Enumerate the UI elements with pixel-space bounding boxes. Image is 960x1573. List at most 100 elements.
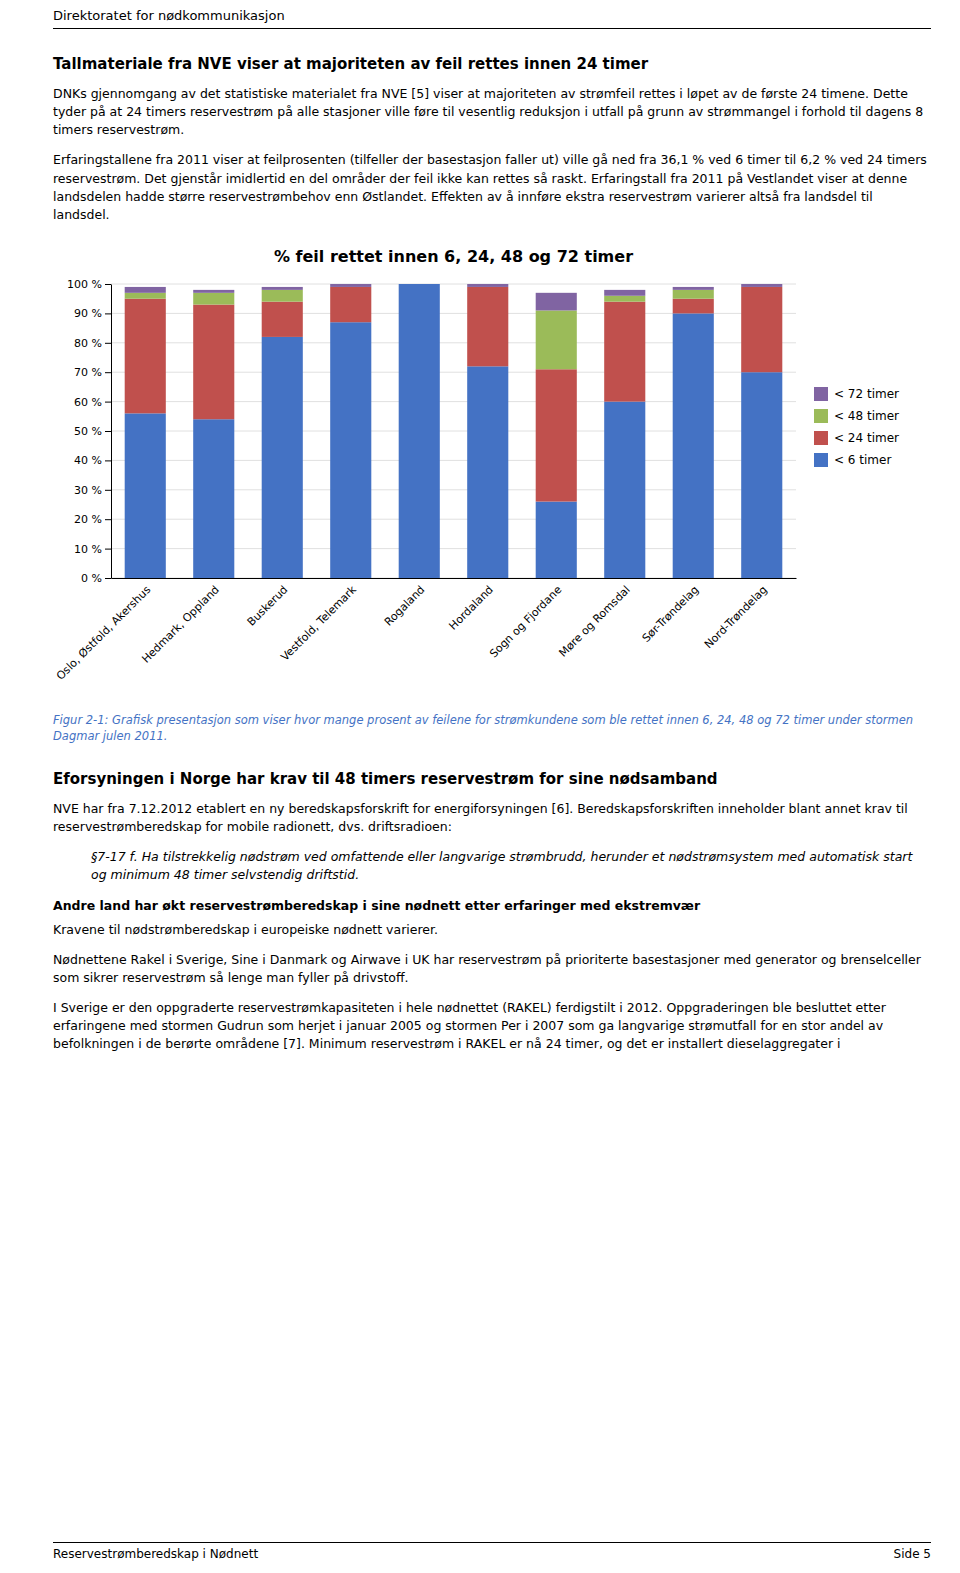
chart-title: % feil rettet innen 6, 24, 48 og 72 time… xyxy=(274,247,633,266)
y-tick-label: 90 % xyxy=(74,307,102,320)
body-paragraph: DNKs gjennomgang av det statistiske mate… xyxy=(53,85,931,139)
bar-segment xyxy=(467,366,508,578)
legend-swatch xyxy=(814,453,828,467)
bar-segment xyxy=(193,293,234,305)
y-tick-mark xyxy=(105,490,111,491)
bar-segment xyxy=(536,310,577,369)
y-tick-label: 20 % xyxy=(74,513,102,526)
bar-series xyxy=(125,284,783,578)
x-tick-label: Møre og Romsdal xyxy=(556,583,632,659)
bar-series xyxy=(125,287,783,502)
x-tick-label: Hedmark, Oppland xyxy=(139,583,222,666)
bar-segment xyxy=(399,284,440,285)
bars xyxy=(125,284,783,578)
bar-series xyxy=(125,284,783,310)
y-tick: 90 % xyxy=(74,307,111,320)
bar-segment xyxy=(536,369,577,501)
footer-left: Reservestrømberedskap i Nødnett xyxy=(53,1547,258,1561)
body-paragraph: §7-17 f. Ha tilstrekkelig nødstrøm ved o… xyxy=(91,848,931,884)
legend-label: < 6 timer xyxy=(834,453,891,467)
bar-segment xyxy=(125,413,166,578)
bar-segment xyxy=(399,284,440,285)
x-tick-label: Sør-Trøndelag xyxy=(640,583,702,645)
x-axis-line xyxy=(112,578,797,579)
y-tick-mark xyxy=(105,284,111,285)
y-axis-line xyxy=(111,284,112,578)
bar-segment xyxy=(536,501,577,577)
bar-segment xyxy=(193,419,234,578)
y-tick-mark xyxy=(105,343,111,344)
bar-segment xyxy=(467,284,508,287)
x-tick: Hordaland xyxy=(447,583,496,632)
y-tick-mark xyxy=(105,548,111,549)
y-tick-mark xyxy=(105,372,111,373)
x-tick: Vestfold, Telemark xyxy=(278,583,359,664)
bar-segment xyxy=(125,287,166,293)
legend-swatch xyxy=(814,387,828,401)
x-tick: Sogn og Fjordane xyxy=(487,583,564,660)
bar-segment xyxy=(262,337,303,578)
bar-segment xyxy=(262,287,303,290)
y-tick-label: 40 % xyxy=(74,454,102,467)
bar-segment xyxy=(741,372,782,578)
y-tick: 70 % xyxy=(74,366,111,379)
y-tick: 80 % xyxy=(74,337,111,350)
y-tick: 40 % xyxy=(74,454,111,467)
y-tick-mark xyxy=(105,431,111,432)
y-tick-mark xyxy=(105,313,111,314)
legend-label: < 48 timer xyxy=(834,409,899,423)
y-axis: 0 %10 %20 %30 %40 %50 %60 %70 %80 %90 %1… xyxy=(67,278,111,585)
legend-label: < 72 timer xyxy=(834,387,899,401)
bar-segment xyxy=(125,293,166,299)
bar-segment xyxy=(673,313,714,578)
bar-segment xyxy=(330,284,371,287)
sub-heading: Andre land har økt reservestrømberedskap… xyxy=(53,897,931,915)
body-paragraph: I Sverige er den oppgraderte reservestrø… xyxy=(53,999,931,1053)
grid xyxy=(111,284,796,578)
bar-segment xyxy=(330,322,371,578)
figure-caption: Figur 2-1: Grafisk presentasjon som vise… xyxy=(53,712,931,744)
bar-segment xyxy=(604,296,645,302)
x-tick-label: Oslo, Østfold, Akershus xyxy=(54,583,154,683)
x-tick-label: Nord-Trøndelag xyxy=(702,583,770,651)
y-tick: 20 % xyxy=(74,513,111,526)
y-tick-label: 100 % xyxy=(67,278,102,291)
bar-segment xyxy=(673,287,714,290)
legend-item: < 6 timer xyxy=(814,453,891,467)
x-tick: Sør-Trøndelag xyxy=(640,583,702,645)
y-tick-label: 10 % xyxy=(74,542,102,555)
legend-item: < 72 timer xyxy=(814,387,899,401)
y-tick: 0 % xyxy=(81,572,111,585)
bar-segment xyxy=(604,290,645,296)
y-tick-label: 80 % xyxy=(74,337,102,350)
x-tick: Oslo, Østfold, Akershus xyxy=(54,583,154,683)
bar-segment xyxy=(193,304,234,419)
y-tick: 100 % xyxy=(67,278,111,291)
bar-segment xyxy=(125,299,166,414)
legend-item: < 48 timer xyxy=(814,409,899,423)
section-heading: Eforsyningen i Norge har krav til 48 tim… xyxy=(53,770,931,788)
y-tick-label: 60 % xyxy=(74,395,102,408)
y-tick-mark xyxy=(105,519,111,520)
legend: < 72 timer< 48 timer< 24 timer< 6 timer xyxy=(814,387,899,467)
bar-segment xyxy=(330,287,371,322)
bar-segment xyxy=(604,302,645,402)
bar-segment xyxy=(741,284,782,287)
body-paragraph: Kravene til nødstrømberedskap i europeis… xyxy=(53,921,931,939)
footer: Reservestrømberedskap i NødnettSide 5 xyxy=(53,1542,931,1561)
bar-segment xyxy=(467,287,508,366)
y-tick: 10 % xyxy=(74,542,111,555)
bar-segment xyxy=(262,302,303,337)
y-tick: 60 % xyxy=(74,395,111,408)
bar-segment xyxy=(399,284,440,285)
x-tick: Møre og Romsdal xyxy=(556,583,632,659)
bar-segment xyxy=(604,401,645,577)
body-paragraph: Nødnettene Rakel i Sverige, Sine i Danma… xyxy=(53,951,931,987)
chart: % feil rettet innen 6, 24, 48 og 72 time… xyxy=(53,238,931,708)
bar-segment xyxy=(741,287,782,372)
page-header: Direktoratet for nødkommunikasjon xyxy=(53,8,931,29)
bar-segment xyxy=(193,290,234,293)
y-tick-label: 70 % xyxy=(74,366,102,379)
y-tick: 50 % xyxy=(74,425,111,438)
x-tick-label: Hordaland xyxy=(447,583,496,632)
